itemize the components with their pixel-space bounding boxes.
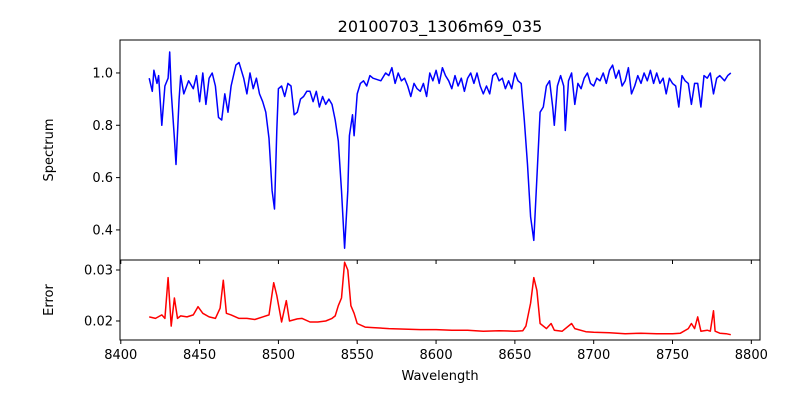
spectrum-ytick-label: 1.0 (92, 66, 113, 81)
error-xtick-label: 8500 (262, 348, 295, 363)
chart-title: 20100703_1306m69_035 (338, 17, 543, 37)
y-axis-label-spectrum: Spectrum (42, 119, 57, 182)
spectrum-ytick-label: 0.6 (92, 171, 113, 186)
error-xtick-label: 8400 (104, 348, 137, 363)
error-xtick-label: 8800 (735, 348, 768, 363)
error-xtick-label: 8550 (341, 348, 374, 363)
error-xtick-label: 8750 (656, 348, 689, 363)
error-xtick-label: 8700 (577, 348, 610, 363)
spectrum-ytick-label: 0.4 (92, 223, 113, 238)
spectrum-series-line (148, 51, 732, 249)
spectrum-axes-frame (119, 39, 761, 261)
error-xtick-label: 8600 (420, 348, 453, 363)
x-axis-label: Wavelength (401, 369, 478, 384)
spectrum-ytick-label: 0.8 (92, 119, 113, 134)
error-xtick-label: 8450 (183, 348, 216, 363)
error-axes-frame (119, 259, 761, 341)
error-xtick-label: 8650 (498, 348, 531, 363)
error-series-line (149, 261, 731, 336)
y-axis-label-error: Error (42, 284, 57, 316)
error-ytick-label: 0.03 (84, 263, 113, 278)
error-ytick-label: 0.02 (84, 314, 113, 329)
